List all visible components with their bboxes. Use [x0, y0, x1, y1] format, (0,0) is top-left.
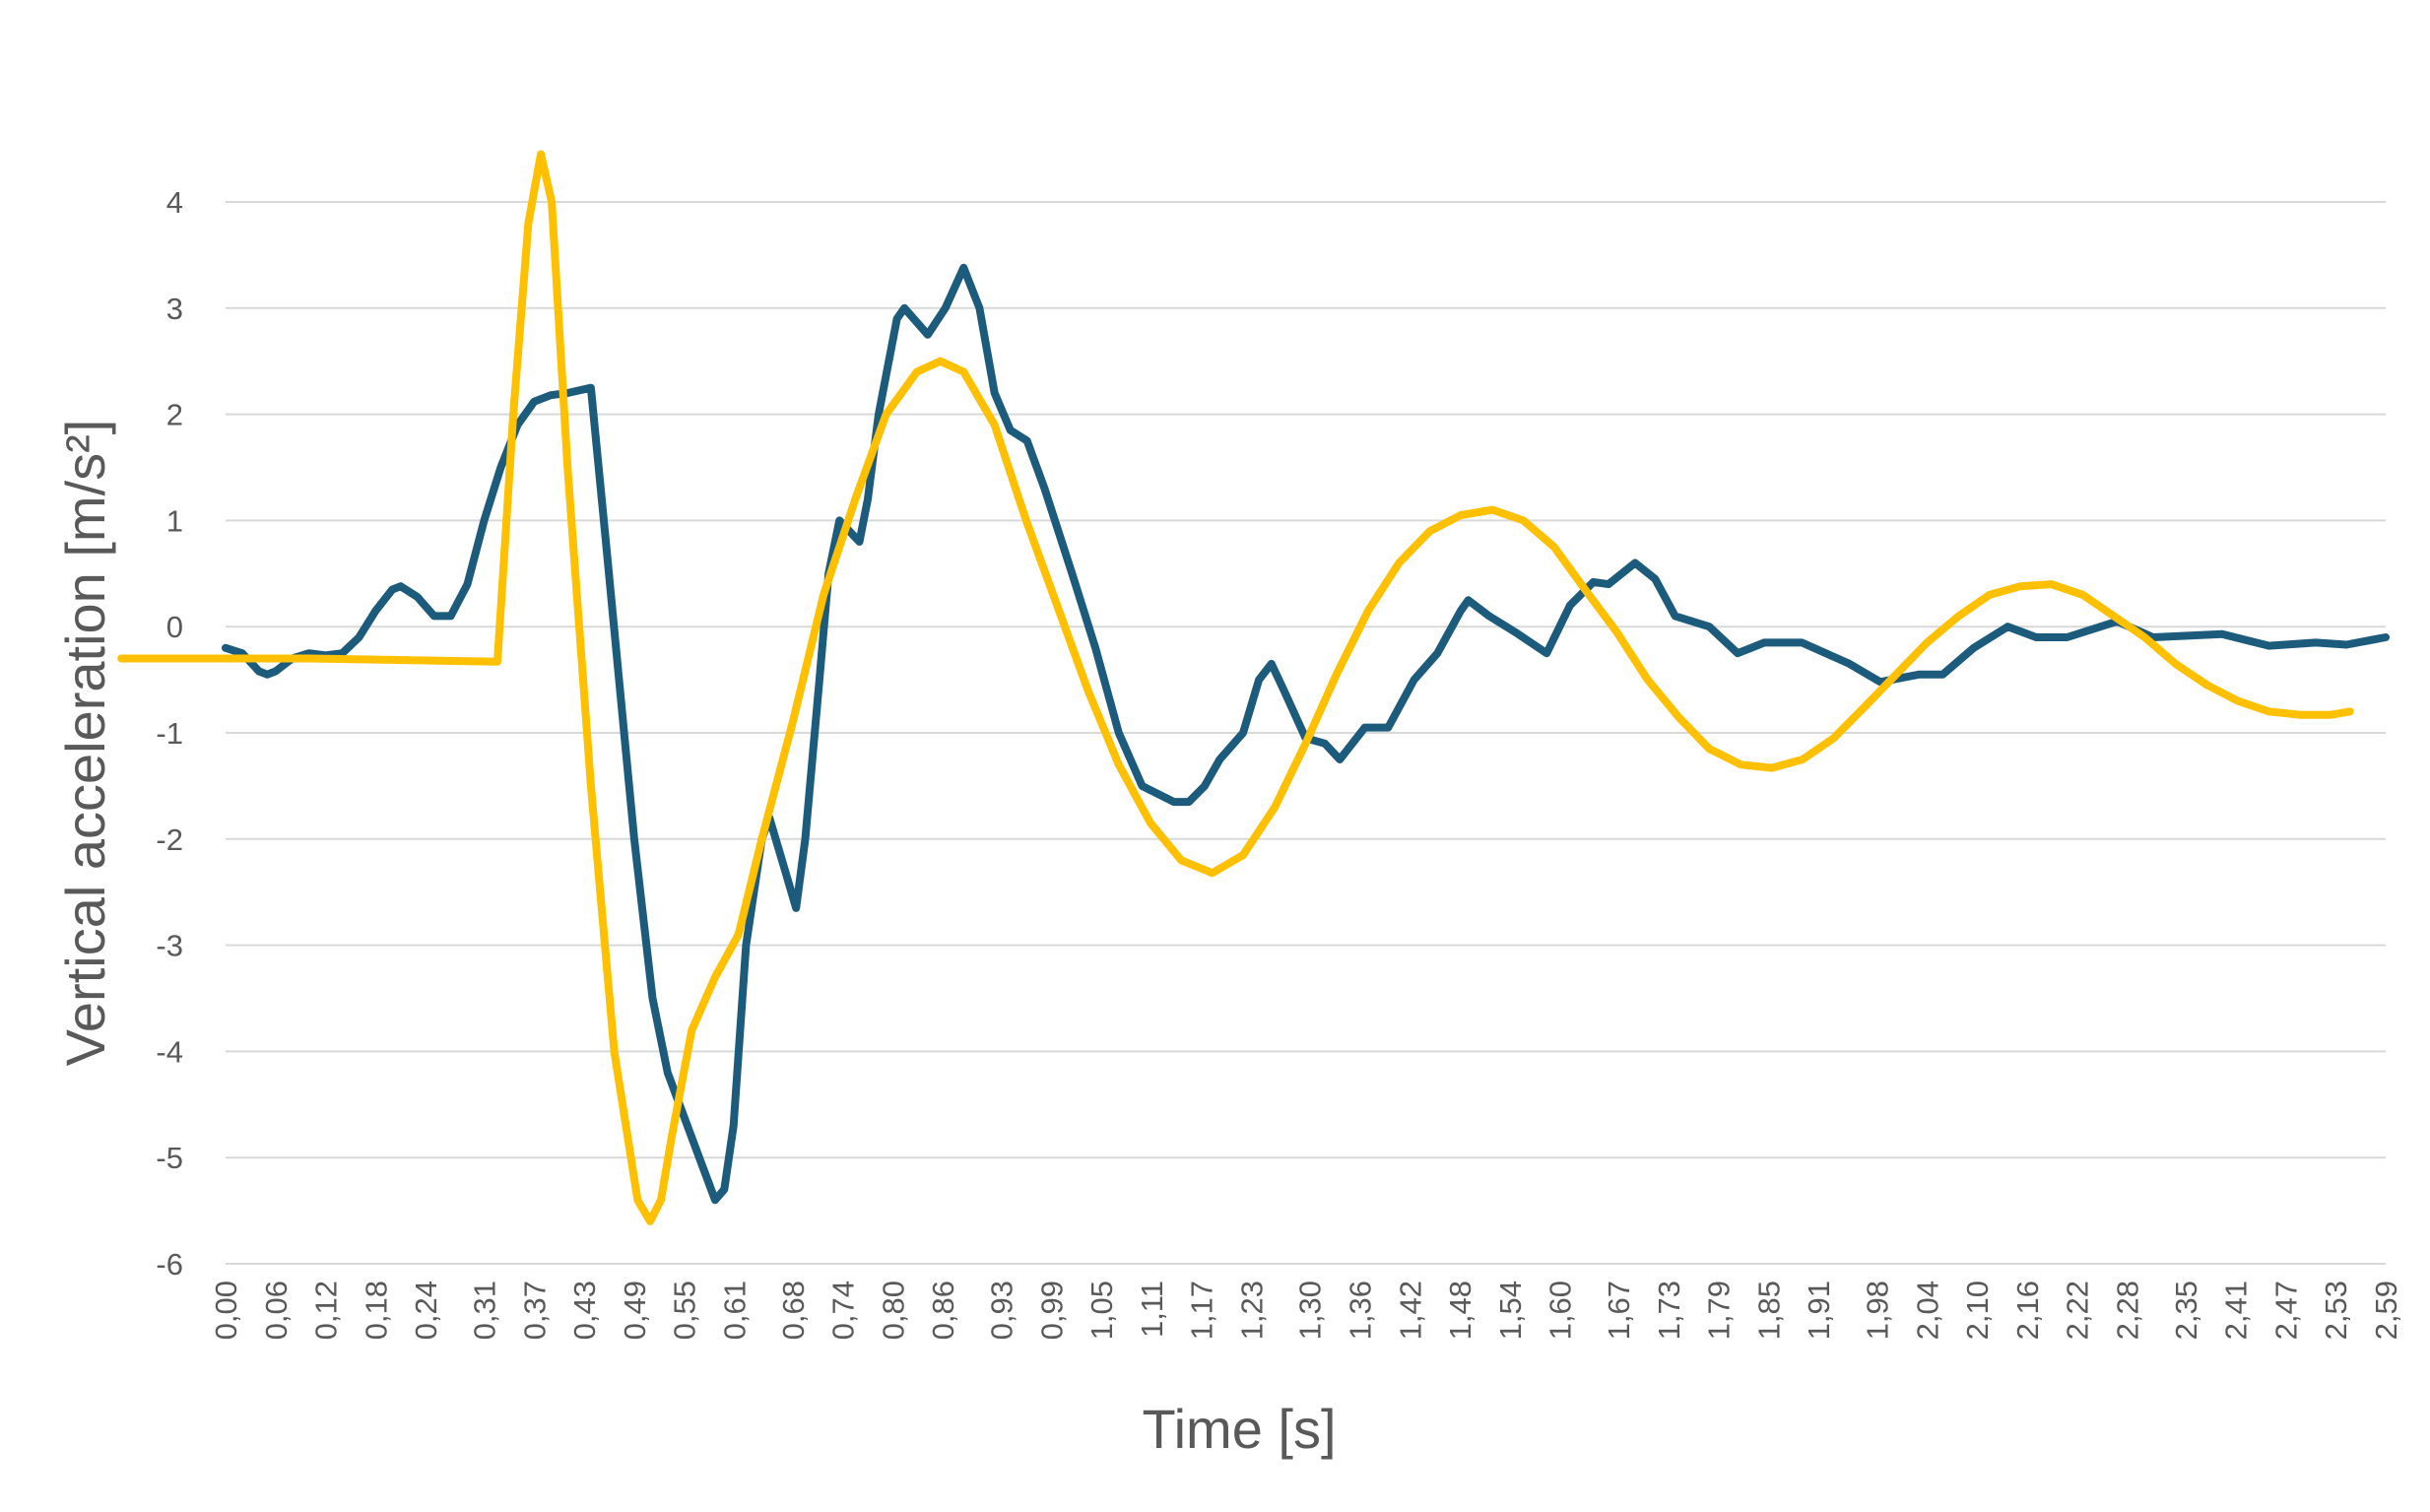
- y-tick-label: -2: [156, 822, 183, 857]
- x-tick-label: 1,48: [1443, 1281, 1478, 1340]
- x-tick-label: 0,61: [717, 1281, 752, 1340]
- x-tick-label: 1,23: [1234, 1281, 1269, 1340]
- x-tick-label: 2,35: [2169, 1281, 2203, 1340]
- x-tick-label: 0,12: [309, 1281, 344, 1340]
- y-tick-label: -3: [156, 929, 183, 963]
- line-series: [117, 150, 2354, 1225]
- y-tick-label: 4: [166, 185, 183, 220]
- x-tick-label: 2,47: [2268, 1281, 2303, 1340]
- x-tick-label: 2,22: [2061, 1281, 2095, 1340]
- y-tick-label: 3: [166, 292, 183, 326]
- x-axis-title: Time [s]: [1142, 1398, 1336, 1460]
- x-tick-label: 1,42: [1393, 1281, 1427, 1340]
- x-tick-label: 0,00: [209, 1281, 243, 1340]
- x-tick-label: 1,17: [1185, 1281, 1219, 1340]
- y-tick-label: -4: [156, 1034, 183, 1069]
- y-axis-title: Vertical acceleration [m/s²]: [54, 420, 116, 1067]
- x-tick-label: 0,24: [409, 1281, 443, 1340]
- x-tick-label: 0,99: [1034, 1281, 1069, 1340]
- x-tick-label: 0,37: [517, 1281, 552, 1340]
- x-tick-label: 1,73: [1652, 1281, 1686, 1340]
- x-tick-label: 2,04: [1910, 1281, 1944, 1340]
- x-tick-label: 0,55: [668, 1281, 702, 1340]
- y-tick-label: 0: [166, 610, 183, 644]
- x-tick-label: 1,98: [1861, 1281, 1895, 1340]
- x-tick-label: 0,43: [567, 1281, 602, 1340]
- y-tick-label: -5: [156, 1141, 183, 1175]
- x-tick-label: 0,06: [259, 1281, 294, 1340]
- x-tick-label: 0,49: [618, 1281, 652, 1340]
- x-tick-label: 0,68: [776, 1281, 811, 1340]
- x-tick-label: 0,18: [359, 1281, 393, 1340]
- x-tick-label: 1,11: [1135, 1281, 1169, 1338]
- x-tick-label: 0,80: [876, 1281, 910, 1340]
- x-tick-label: 0,74: [826, 1281, 861, 1340]
- x-tick-label: 1,85: [1751, 1281, 1786, 1340]
- y-tick-label: -1: [156, 716, 183, 751]
- x-tick-label: 0,86: [926, 1281, 960, 1340]
- x-tick-label: 1,05: [1084, 1281, 1119, 1340]
- x-tick-label: 2,10: [1960, 1281, 1995, 1340]
- x-tick-label: 1,54: [1493, 1281, 1528, 1340]
- x-tick-label: 1,60: [1543, 1281, 1578, 1340]
- y-tick-label: 2: [166, 398, 183, 432]
- x-tick-label: 2,53: [2319, 1281, 2353, 1340]
- x-tick-label: 2,41: [2219, 1281, 2254, 1340]
- x-tick-label: 2,28: [2111, 1281, 2145, 1340]
- x-tick-label: 1,79: [1702, 1281, 1737, 1340]
- x-tick-label: 1,30: [1293, 1281, 1328, 1340]
- x-tick-label: 2,59: [2369, 1281, 2403, 1340]
- y-tick-label: -6: [156, 1247, 183, 1282]
- x-tick-label: 1,36: [1344, 1281, 1378, 1340]
- x-tick-label: 0,93: [984, 1281, 1018, 1340]
- x-tick-label: 1,91: [1802, 1281, 1836, 1340]
- y-tick-label: 1: [166, 503, 183, 538]
- x-tick-label: 1,67: [1602, 1281, 1636, 1340]
- line-series: [222, 263, 2390, 1205]
- x-tick-label: 2,16: [2010, 1281, 2045, 1340]
- x-tick-label: 0,31: [467, 1281, 501, 1340]
